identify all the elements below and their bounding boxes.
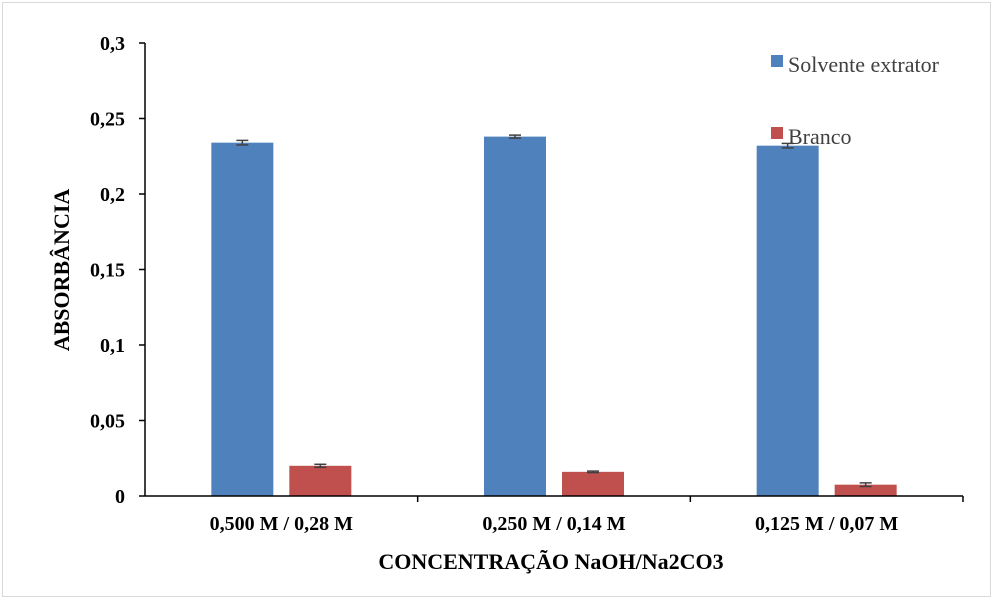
y-tick-label: 0,1 xyxy=(100,335,125,357)
y-ticks: 0 0,05 0,1 0,15 0,2 0,25 0,3 xyxy=(90,33,145,508)
y-tick-label: 0 xyxy=(115,486,125,508)
error-bars-layer xyxy=(236,134,872,488)
legend-swatch xyxy=(771,55,783,67)
y-tick-label: 0,2 xyxy=(100,184,125,206)
bar xyxy=(834,484,897,496)
bar xyxy=(756,145,819,496)
y-tick-label: 0,25 xyxy=(90,109,125,131)
legend: Solvente extrator Branco xyxy=(771,52,940,149)
bars-layer xyxy=(211,136,897,496)
legend-label: Branco xyxy=(788,124,852,149)
legend-label: Solvente extrator xyxy=(788,52,940,77)
y-tick-label: 0,15 xyxy=(90,260,125,282)
y-tick-label: 0,05 xyxy=(90,411,125,433)
y-tick-label: 0,3 xyxy=(100,33,125,55)
bar xyxy=(289,465,352,496)
x-tick-label: 0,250 M / 0,14 M xyxy=(482,513,625,535)
bar xyxy=(211,142,274,496)
bar xyxy=(562,471,624,496)
legend-swatch xyxy=(771,127,783,139)
x-ticks: 0,500 M / 0,28 M 0,250 M / 0,14 M 0,125 M … xyxy=(210,496,964,535)
x-tick-label: 0,125 M / 0,07 M xyxy=(755,513,898,535)
x-tick-label: 0,500 M / 0,28 M xyxy=(210,513,353,535)
x-axis-title: CONCENTRAÇÃO NaOH/Na2CO3 xyxy=(378,549,723,574)
bar xyxy=(484,136,546,496)
y-axis-title: ABSORBÂNCIA xyxy=(49,189,74,352)
